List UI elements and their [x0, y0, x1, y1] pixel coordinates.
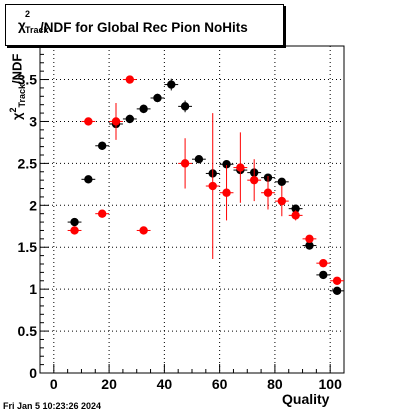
data-point	[332, 286, 342, 296]
x-tick-label: 40	[157, 376, 173, 392]
data-point	[332, 276, 342, 285]
chart-title: χ 2 Track /NDF for Global Rec Pion NoHit…	[18, 9, 248, 35]
data-point	[277, 196, 287, 206]
chi-square-symbol: χ 2 Track	[18, 9, 49, 35]
data-point	[222, 188, 231, 197]
x-tick-label: 0	[50, 376, 58, 392]
chart-title-text: /NDF for Global Rec Pion NoHits	[40, 20, 248, 35]
data-point	[222, 160, 231, 169]
title-box: χ 2 Track /NDF for Global Rec Pion NoHit…	[5, 4, 284, 46]
data-point	[111, 117, 121, 126]
data-point	[236, 163, 245, 172]
data-point	[139, 104, 148, 114]
data-point	[277, 177, 287, 187]
axis-ticks	[39, 53, 345, 374]
y-tick-label: 0	[29, 365, 37, 381]
data-point	[70, 226, 79, 235]
series-1	[67, 75, 344, 285]
data-point	[305, 234, 314, 244]
y-axis-label: χ2Track/NDF	[8, 53, 27, 120]
data-point	[97, 141, 107, 150]
data-point	[180, 159, 190, 168]
y-tick-labels: 0 0.5 1 1.5 2 2.5 3 3.5	[18, 72, 38, 381]
data-point	[125, 114, 135, 124]
footer-timestamp: Fri Jan 5 10:23:26 2024	[3, 401, 102, 411]
x-tick-labels: 0 20 40 60 80 100	[50, 376, 342, 392]
data-point	[70, 217, 79, 227]
x-axis-label: Quality	[282, 391, 330, 407]
data-point	[291, 204, 300, 213]
y-tick-label: 0.5	[18, 323, 38, 339]
data-point	[139, 226, 148, 235]
data-point	[208, 181, 217, 191]
data-point	[153, 93, 162, 103]
data-point	[249, 175, 259, 185]
y-tick-label: 3	[29, 113, 37, 129]
data-point	[125, 75, 135, 84]
y-tick-label: 2	[29, 197, 37, 213]
data-point	[194, 154, 204, 164]
data-point	[291, 211, 300, 220]
x-tick-label: 100	[319, 376, 343, 392]
y-tick-label: 2.5	[18, 155, 38, 171]
data-point	[263, 188, 273, 197]
x-tick-label: 80	[267, 376, 283, 392]
data-point	[319, 258, 328, 268]
x-tick-label: 20	[101, 376, 117, 392]
y-tick-label: 1.5	[18, 239, 38, 255]
y-tick-label: 1	[29, 281, 37, 297]
data-point	[180, 102, 190, 111]
x-tick-label: 60	[212, 376, 228, 392]
data-point	[84, 117, 93, 126]
data-point	[305, 241, 314, 250]
data-point	[319, 270, 328, 280]
data-point	[167, 80, 176, 89]
data-point	[84, 175, 93, 184]
data-point	[97, 209, 107, 218]
series-0	[67, 78, 344, 296]
data-points	[67, 75, 344, 296]
y-tick-label: 3.5	[18, 72, 38, 88]
